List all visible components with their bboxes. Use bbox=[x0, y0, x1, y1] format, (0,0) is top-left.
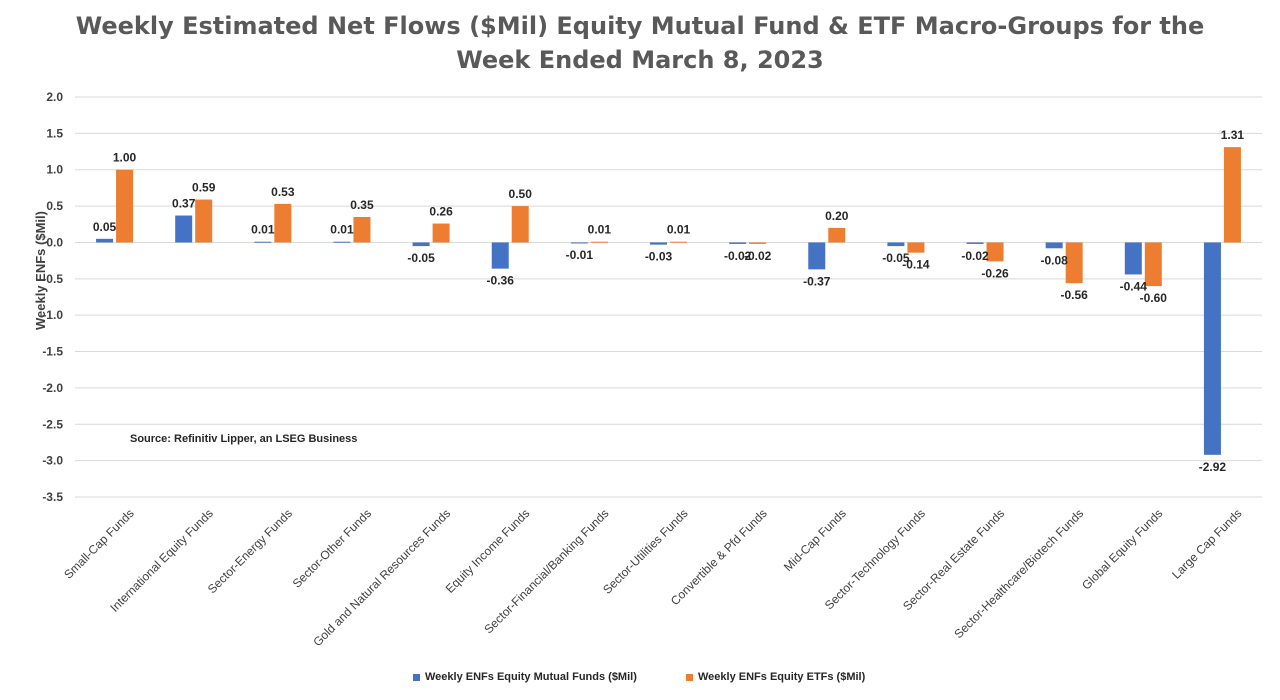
bar-mutual-funds bbox=[96, 238, 114, 243]
legend-swatch-mutual-funds bbox=[413, 673, 420, 681]
grid-layer bbox=[75, 96, 1262, 498]
bar-etfs bbox=[986, 242, 1004, 262]
chart-title-line-1: Weekly Estimated Net Flows ($Mil) Equity… bbox=[75, 12, 1205, 40]
y-tick-label: 1.0 bbox=[46, 163, 63, 177]
data-label: -2.92 bbox=[1199, 460, 1227, 474]
legend-label-mutual-funds: Weekly ENFs Equity Mutual Funds ($Mil) bbox=[425, 671, 637, 683]
data-label: -0.60 bbox=[1140, 291, 1168, 305]
bar-mutual-funds bbox=[887, 242, 905, 247]
data-label: 0.26 bbox=[429, 205, 453, 219]
x-tick-label: Sector-Financial/Banking Funds bbox=[481, 506, 611, 636]
bar-mutual-funds bbox=[412, 242, 430, 247]
data-label: 0.35 bbox=[350, 198, 374, 212]
bar-mutual-funds bbox=[175, 215, 193, 243]
x-tick-label: Sector-Healthcare/Biotech Funds bbox=[951, 506, 1086, 641]
legend-label-etfs: Weekly ENFs Equity ETFs ($Mil) bbox=[698, 671, 866, 683]
bar-etfs bbox=[116, 169, 134, 243]
bar-mutual-funds bbox=[1203, 242, 1221, 455]
legend-swatch-etfs bbox=[686, 673, 693, 681]
y-tick-label: -0.5 bbox=[42, 272, 63, 286]
y-tick-label: -1.0 bbox=[42, 308, 63, 322]
x-tick-label: Large Cap Funds bbox=[1169, 506, 1244, 581]
data-label: -0.08 bbox=[1040, 253, 1068, 267]
data-label: -0.37 bbox=[803, 274, 831, 288]
data-label: -0.14 bbox=[902, 258, 930, 272]
x-tick-label: Small-Cap Funds bbox=[61, 506, 136, 581]
bars-layer bbox=[96, 147, 1241, 455]
data-label: 0.59 bbox=[192, 181, 216, 195]
bar-etfs bbox=[1223, 147, 1241, 243]
data-label: -0.02 bbox=[744, 249, 772, 263]
bar-mutual-funds bbox=[570, 242, 588, 244]
bar-etfs bbox=[670, 241, 687, 243]
x-tick-label: Sector-Other Funds bbox=[290, 506, 374, 590]
data-labels-layer: 0.05 0.37 0.01 0.01 -0.05 -0.36 -0.01 -0.03 -0.0… bbox=[93, 128, 1245, 474]
bar-etfs bbox=[353, 217, 371, 243]
x-tick-label: Global Equity Funds bbox=[1079, 506, 1165, 592]
data-label: -0.56 bbox=[1060, 288, 1088, 302]
bar-etfs bbox=[432, 223, 450, 243]
y-tick-label: -3.0 bbox=[42, 454, 63, 468]
y-tick-label: -1.5 bbox=[42, 345, 63, 359]
data-label: 1.00 bbox=[113, 151, 137, 165]
data-label: 0.53 bbox=[271, 185, 295, 199]
data-label: 0.37 bbox=[172, 197, 196, 211]
data-label: 0.20 bbox=[825, 209, 849, 223]
bar-mutual-funds bbox=[808, 242, 826, 270]
data-label: 0.01 bbox=[667, 223, 691, 237]
bar-etfs bbox=[195, 199, 213, 243]
bar-etfs bbox=[907, 242, 925, 253]
y-tick-label: -2.0 bbox=[42, 381, 63, 395]
bar-mutual-funds bbox=[650, 242, 667, 245]
data-label: 0.01 bbox=[251, 223, 275, 237]
y-tick-label: 0.5 bbox=[46, 199, 63, 213]
data-label: -0.05 bbox=[882, 251, 910, 265]
source-annotation: Source: Refinitiv Lipper, an LSEG Busine… bbox=[130, 433, 358, 445]
data-label: -0.26 bbox=[981, 266, 1009, 280]
data-label: 0.50 bbox=[509, 187, 533, 201]
y-tick-label: 1.5 bbox=[46, 126, 63, 140]
legend-item-mutual-funds: Weekly ENFs Equity Mutual Funds ($Mil) bbox=[413, 671, 637, 683]
bar-etfs bbox=[274, 203, 292, 243]
y-tick-label: -3.5 bbox=[42, 490, 63, 504]
data-label: -0.02 bbox=[724, 249, 752, 263]
bar-etfs bbox=[511, 206, 529, 243]
data-label: 0.05 bbox=[93, 220, 117, 234]
chart-title-line-2: Week Ended March 8, 2023 bbox=[456, 46, 824, 74]
bar-mutual-funds bbox=[254, 241, 272, 243]
data-label: 0.01 bbox=[588, 223, 612, 237]
bar-mutual-funds bbox=[729, 242, 747, 244]
bar-mutual-funds bbox=[1045, 242, 1063, 249]
x-tick-label: Gold and Natural Resources Funds bbox=[310, 506, 453, 649]
bar-etfs bbox=[1144, 242, 1162, 287]
bar-etfs bbox=[828, 227, 846, 243]
bar-mutual-funds bbox=[1124, 242, 1142, 275]
data-label: -0.01 bbox=[566, 248, 594, 262]
y-tick-label: 2.0 bbox=[46, 90, 63, 104]
bar-mutual-funds bbox=[333, 241, 351, 243]
bar-mutual-funds bbox=[491, 242, 509, 269]
bar-etfs bbox=[590, 241, 608, 243]
legend-item-etfs: Weekly ENFs Equity ETFs ($Mil) bbox=[686, 671, 865, 683]
bar-mutual-funds bbox=[966, 242, 984, 244]
data-label: -0.05 bbox=[407, 251, 435, 265]
x-tick-label: Equity Income Funds bbox=[443, 506, 533, 596]
y-tick-label: 0.0 bbox=[46, 235, 63, 249]
data-label: -0.36 bbox=[487, 274, 515, 288]
data-label: 1.31 bbox=[1221, 128, 1245, 142]
y-tick-label: -2.5 bbox=[42, 417, 63, 431]
x-tick-label: Sector-Utilities Funds bbox=[600, 506, 691, 597]
x-tick-label: Sector-Energy Funds bbox=[205, 506, 295, 596]
bar-etfs bbox=[1065, 242, 1083, 284]
x-tick-label: Mid-Cap Funds bbox=[781, 506, 849, 574]
bar-etfs bbox=[749, 242, 767, 244]
data-label: -0.03 bbox=[645, 250, 673, 264]
y-tick-labels: 2.0 1.5 1.0 0.5 0.0 -0.5 -1.0 -1.5 -2.0 -2.5 -3.0 -… bbox=[42, 90, 63, 504]
data-label: -0.02 bbox=[961, 249, 989, 263]
data-label: -0.44 bbox=[1120, 279, 1148, 293]
data-label: 0.01 bbox=[330, 223, 354, 237]
